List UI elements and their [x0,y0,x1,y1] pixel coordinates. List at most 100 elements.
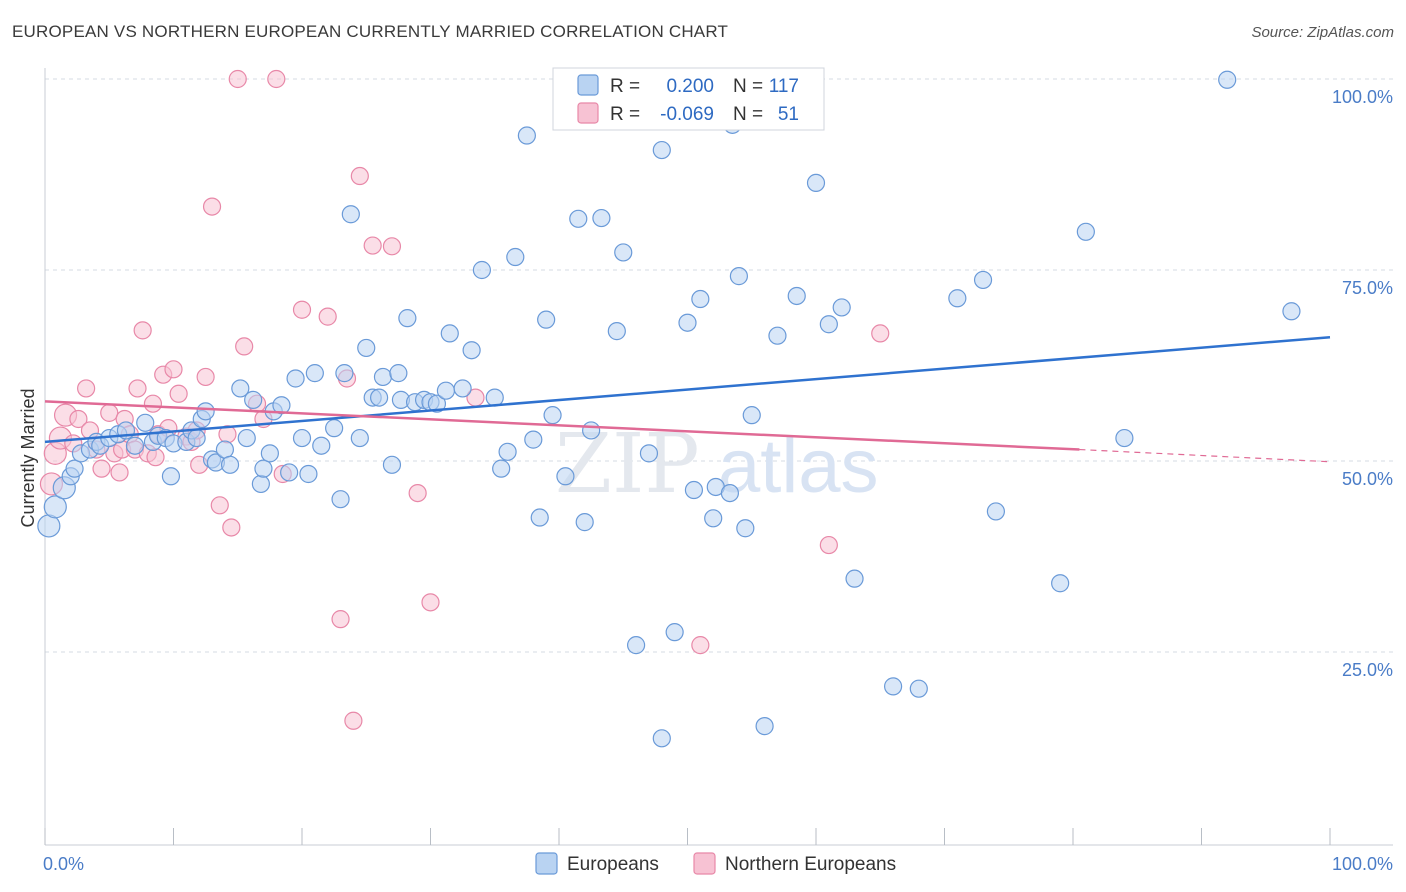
point-europeans-50 [373,367,393,387]
point-europeans-68 [517,126,536,145]
point-europeans-106 [1076,222,1095,241]
point-northern-europeans-10 [100,403,119,422]
point-northern-europeans-5 [69,409,88,429]
bottom-legend-swatch-europeans [535,852,558,875]
point-northern-europeans-25 [164,360,183,379]
y-tick-label-1: 50.0% [1342,469,1393,489]
point-europeans-39 [299,464,318,484]
point-northern-europeans-31 [196,367,215,387]
point-europeans-47 [357,338,376,358]
point-europeans-21 [187,428,206,448]
point-europeans-83 [678,313,697,332]
grid-lines [45,78,1393,653]
point-northern-europeans-18 [133,321,152,340]
point-europeans-80 [639,444,659,463]
point-northern-europeans-55 [267,69,286,89]
point-europeans-13 [136,413,155,432]
point-europeans-26 [215,440,234,459]
point-europeans-95 [787,286,806,306]
point-northern-europeans-20 [143,394,163,413]
point-europeans-36 [280,463,299,482]
point-northern-europeans-52 [819,535,838,555]
point-europeans-60 [440,324,459,343]
point-northern-europeans-42 [331,610,350,629]
x-tick-label-0: 0.0% [43,854,84,874]
watermark: ZIP atlas [555,417,879,512]
point-europeans-67 [506,247,525,267]
point-europeans-104 [986,502,1006,521]
point-northern-europeans-40 [292,300,312,319]
point-northern-europeans-9 [92,459,111,478]
point-europeans-37 [286,369,305,388]
point-europeans-88 [720,483,740,503]
point-northern-europeans-47 [382,237,402,256]
watermark-zip: ZIP [555,417,700,512]
bottom-legend-label-northern-europeans: Northern Europeans [725,854,896,875]
point-northern-europeans-49 [421,593,440,612]
point-northern-europeans-36 [235,337,254,356]
point-europeans-72 [543,406,562,425]
point-northern-europeans-46 [363,236,382,255]
point-europeans-108 [1282,302,1301,321]
point-europeans-42 [325,419,344,438]
chart-title: EUROPEAN VS NORTHERN EUROPEAN CURRENTLY … [12,22,729,41]
source-credit: Source: ZipAtlas.com [1251,24,1394,41]
x-tick-labels: 0.0% 100.0% [43,854,1393,874]
point-europeans-35 [272,396,291,415]
point-northern-europeans-12 [110,463,129,482]
point-northern-europeans-54 [228,69,247,89]
point-northern-europeans-48 [408,483,427,503]
point-europeans-44 [335,364,354,383]
point-europeans-12 [125,436,145,455]
point-europeans-102 [948,289,967,308]
point-europeans-78 [607,322,626,341]
point-europeans-49 [370,388,389,407]
point-europeans-79 [614,243,633,262]
point-europeans-101 [909,679,928,698]
point-northern-europeans-21 [146,448,165,467]
legend-swatch-northern-europeans [577,102,599,124]
y-tick-label-2: 75.0% [1342,278,1393,298]
trend-line-northern-europeans [44,400,1080,451]
point-europeans-70 [530,508,549,527]
point-europeans-97 [819,315,838,334]
series-legend: Europeans Northern Europeans [535,852,896,875]
point-europeans-30 [244,390,263,409]
bottom-legend-label-europeans: Europeans [567,854,659,875]
point-northern-europeans-41 [318,307,337,326]
point-europeans-92 [742,406,761,425]
point-northern-europeans-33 [210,496,229,515]
point-europeans-73 [556,467,575,486]
point-europeans-41 [312,436,331,455]
point-northern-europeans-32 [202,197,222,216]
point-europeans-32 [254,459,273,478]
point-northern-europeans-35 [222,518,241,537]
y-tick-label-0: 25.0% [1342,660,1393,680]
point-europeans-103 [973,270,993,290]
point-northern-europeans-51 [691,636,710,655]
point-europeans-27 [220,455,240,474]
point-europeans-4 [65,459,84,478]
point-europeans-33 [260,444,279,463]
point-europeans-74 [569,209,588,228]
legend-r-value-2: -0.069 [660,104,714,125]
legend-swatch-europeans [577,74,599,96]
point-europeans-40 [305,364,324,383]
point-northern-europeans-6 [77,379,96,398]
legend-n-value-1: 117 [769,76,799,97]
point-europeans-52 [389,364,408,383]
point-europeans-66 [498,442,517,461]
point-europeans-94 [768,326,787,345]
point-europeans-86 [704,509,723,528]
legend-r-value-1: 0.200 [666,76,714,97]
series-europeans [37,70,1301,748]
point-europeans-82 [665,623,684,642]
point-europeans-93 [755,717,774,736]
point-northern-europeans-26 [169,384,188,403]
point-europeans-109 [1218,70,1237,89]
trend-line-europeans [44,335,1331,444]
point-europeans-84 [684,480,704,500]
trend-lines [44,335,1331,463]
point-europeans-77 [592,208,611,228]
